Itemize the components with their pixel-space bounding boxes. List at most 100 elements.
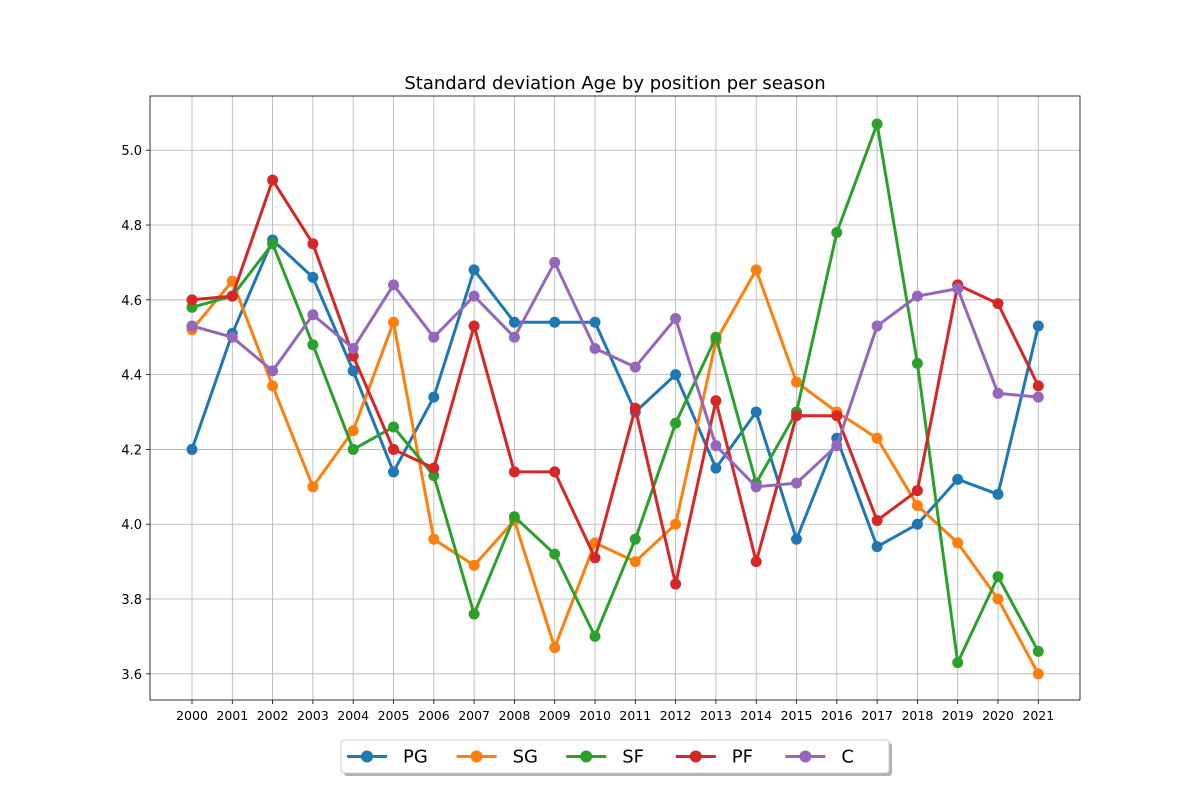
y-tick-label: 4.6 (121, 294, 142, 309)
data-point-sf (589, 630, 601, 642)
data-point-c (549, 256, 561, 268)
data-point-c (428, 331, 440, 343)
legend-label: SF (622, 747, 644, 768)
data-point-pf (791, 410, 802, 422)
x-tick-label: 2013 (700, 708, 732, 723)
legend: PG SG SF PF C (340, 739, 892, 776)
data-point-pf (186, 294, 198, 306)
series-line-pf (190, 178, 1040, 586)
chart-title: Standard deviation Age by position per s… (404, 73, 825, 94)
data-point-pg (186, 443, 198, 455)
data-point-sg (871, 432, 883, 444)
data-point-sf (629, 533, 641, 545)
data-point-sf (670, 417, 682, 429)
x-tick-label: 2005 (378, 708, 410, 723)
x-tick-label: 2004 (337, 708, 369, 723)
data-point-sg (629, 556, 641, 568)
legend-box (340, 739, 890, 774)
data-point-c (589, 342, 601, 354)
y-tick-label: 3.8 (121, 593, 142, 608)
y-tick-label: 4.8 (121, 219, 142, 234)
x-tick-label: 2010 (579, 708, 611, 723)
data-point-sf (952, 657, 964, 669)
x-tick-label: 2020 (982, 708, 1014, 723)
x-tick-label: 2007 (458, 708, 490, 723)
axes: 2000 2001 2002 2003 2004 2005 2006 2007 2008 2009… (121, 95, 1081, 723)
data-point-sg (1032, 668, 1044, 680)
legend-marker (689, 750, 702, 763)
grid (150, 96, 1080, 700)
data-point-pg (428, 391, 440, 403)
data-point-c (750, 481, 762, 493)
y-tick-label: 3.6 (121, 668, 142, 683)
legend-entry-sf: SF (566, 747, 644, 768)
data-point-c (710, 440, 722, 452)
x-tick-label: 2011 (619, 708, 651, 723)
series-line-pg (190, 238, 1040, 549)
data-point-pg (508, 316, 520, 328)
data-point-pf (871, 514, 883, 526)
data-point-pf (549, 466, 561, 478)
data-point-c (831, 440, 843, 452)
data-point-pg (347, 365, 359, 377)
data-point-sg (670, 518, 682, 530)
data-point-c (911, 290, 923, 302)
data-point-sg (267, 380, 279, 392)
data-point-pg (670, 369, 682, 381)
data-point-sg (307, 481, 319, 493)
data-point-sg (468, 559, 480, 571)
data-point-pf (831, 410, 843, 422)
data-point-c (347, 342, 359, 354)
data-point-c (1032, 391, 1044, 403)
x-tick-label: 2003 (297, 708, 329, 723)
data-point-sf (1032, 645, 1044, 657)
data-point-c (307, 309, 319, 321)
y-tick-label: 4.0 (121, 518, 142, 533)
data-point-sf (831, 227, 843, 239)
data-point-sf (911, 357, 923, 369)
data-point-sf (347, 443, 359, 455)
series-pf (186, 174, 1044, 590)
series-line-c (190, 260, 1040, 489)
data-point-sf (388, 421, 399, 433)
data-point-pf (911, 485, 923, 497)
legend-marker (580, 750, 593, 763)
data-point-pf (629, 402, 641, 414)
legend-entry-c: C (785, 747, 854, 768)
series-line-sf (190, 122, 1040, 665)
data-point-sf (710, 331, 722, 343)
data-point-c (629, 361, 641, 373)
data-point-pf (267, 174, 279, 186)
data-point-sg (911, 500, 923, 512)
x-tick-label: 2015 (781, 708, 813, 723)
series-pg (186, 234, 1044, 553)
data-point-pf (992, 298, 1004, 310)
legend-label: PG (403, 747, 428, 768)
y-tick-label: 4.2 (121, 443, 142, 458)
y-tick-label: 4.4 (121, 369, 142, 384)
data-point-c (992, 387, 1004, 399)
plot-frame (149, 95, 1081, 701)
data-point-pf (226, 290, 238, 302)
series-c (186, 256, 1044, 493)
x-tick-label: 2012 (660, 708, 692, 723)
data-point-sg (428, 533, 440, 545)
data-point-sg (347, 425, 359, 437)
data-point-pg (911, 518, 923, 530)
legend-label: SG (513, 747, 538, 768)
data-point-sg (750, 264, 762, 276)
data-point-pf (388, 443, 399, 455)
data-point-pg (750, 406, 762, 418)
data-point-pg (589, 316, 601, 328)
data-point-pg (1032, 320, 1044, 332)
data-point-pg (791, 533, 802, 545)
data-point-c (186, 320, 198, 332)
legend-marker (799, 750, 812, 763)
series-layer (186, 118, 1044, 680)
x-tick-label: 2009 (539, 708, 571, 723)
data-point-c (468, 290, 480, 302)
x-tick-label: 2006 (418, 708, 450, 723)
data-point-pf (710, 395, 722, 407)
data-point-c (791, 477, 802, 489)
